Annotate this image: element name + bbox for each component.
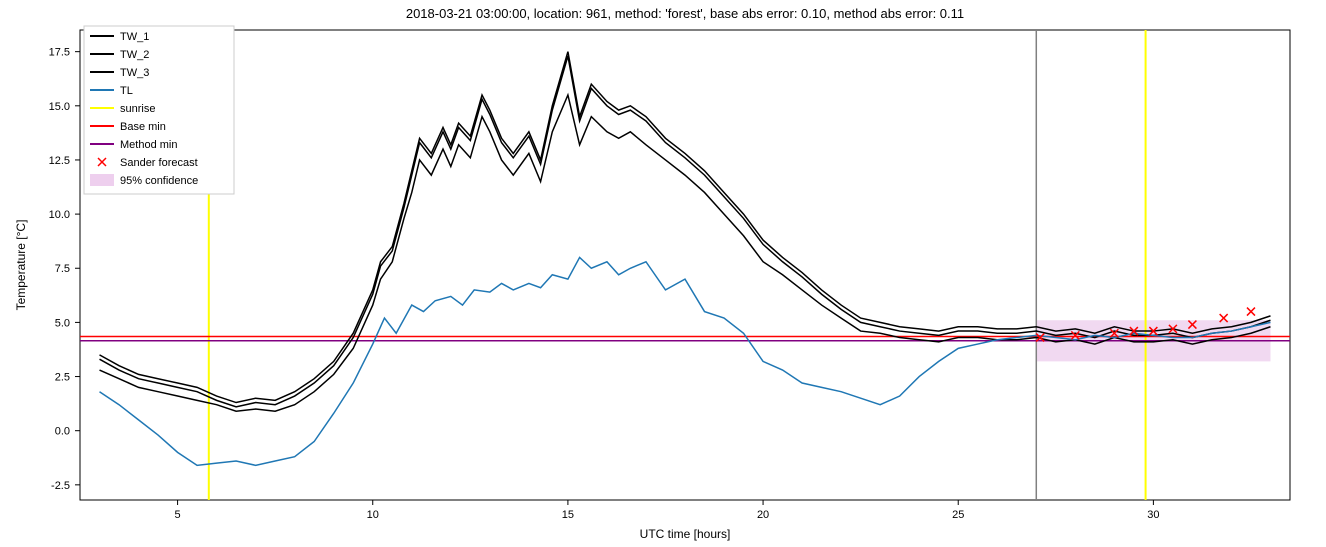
y-tick-label: 10.0 — [49, 209, 70, 221]
legend-label: TL — [120, 85, 133, 97]
legend-label: sunrise — [120, 103, 155, 115]
y-tick-label: 7.5 — [55, 263, 70, 275]
x-tick-label: 15 — [562, 509, 574, 521]
x-tick-label: 10 — [367, 509, 379, 521]
legend-label: Sander forecast — [120, 157, 198, 169]
y-tick-label: 12.5 — [49, 155, 70, 167]
y-tick-label: -2.5 — [51, 480, 70, 492]
legend-label: TW_3 — [120, 67, 149, 79]
legend-label: Method min — [120, 139, 177, 151]
y-tick-label: 17.5 — [49, 47, 70, 59]
legend-swatch — [90, 174, 114, 186]
legend-label: TW_2 — [120, 49, 149, 61]
legend-label: 95% confidence — [120, 175, 198, 187]
y-tick-label: 2.5 — [55, 372, 70, 384]
chart-container: 5 10 15 20 25 30 -2.5 0.0 2.5 5.0 7.5 10.0 12.5 15.0 1… — [0, 0, 1326, 547]
x-tick-label: 25 — [952, 509, 964, 521]
legend-label: Base min — [120, 121, 166, 133]
x-tick-label: 20 — [757, 509, 769, 521]
y-tick-label: 0.0 — [55, 426, 70, 438]
y-axis-label: Temperature [°C] — [14, 220, 28, 311]
temperature-chart: 5 10 15 20 25 30 -2.5 0.0 2.5 5.0 7.5 10.0 12.5 15.0 1… — [0, 0, 1326, 547]
plot-area — [80, 30, 1290, 500]
chart-title: 2018-03-21 03:00:00, location: 961, meth… — [406, 6, 964, 21]
legend-label: TW_1 — [120, 31, 149, 43]
x-tick-label: 5 — [175, 509, 181, 521]
x-tick-label: 30 — [1147, 509, 1159, 521]
y-tick-label: 15.0 — [49, 101, 70, 113]
y-tick-label: 5.0 — [55, 317, 70, 329]
x-axis-label: UTC time [hours] — [640, 527, 731, 541]
